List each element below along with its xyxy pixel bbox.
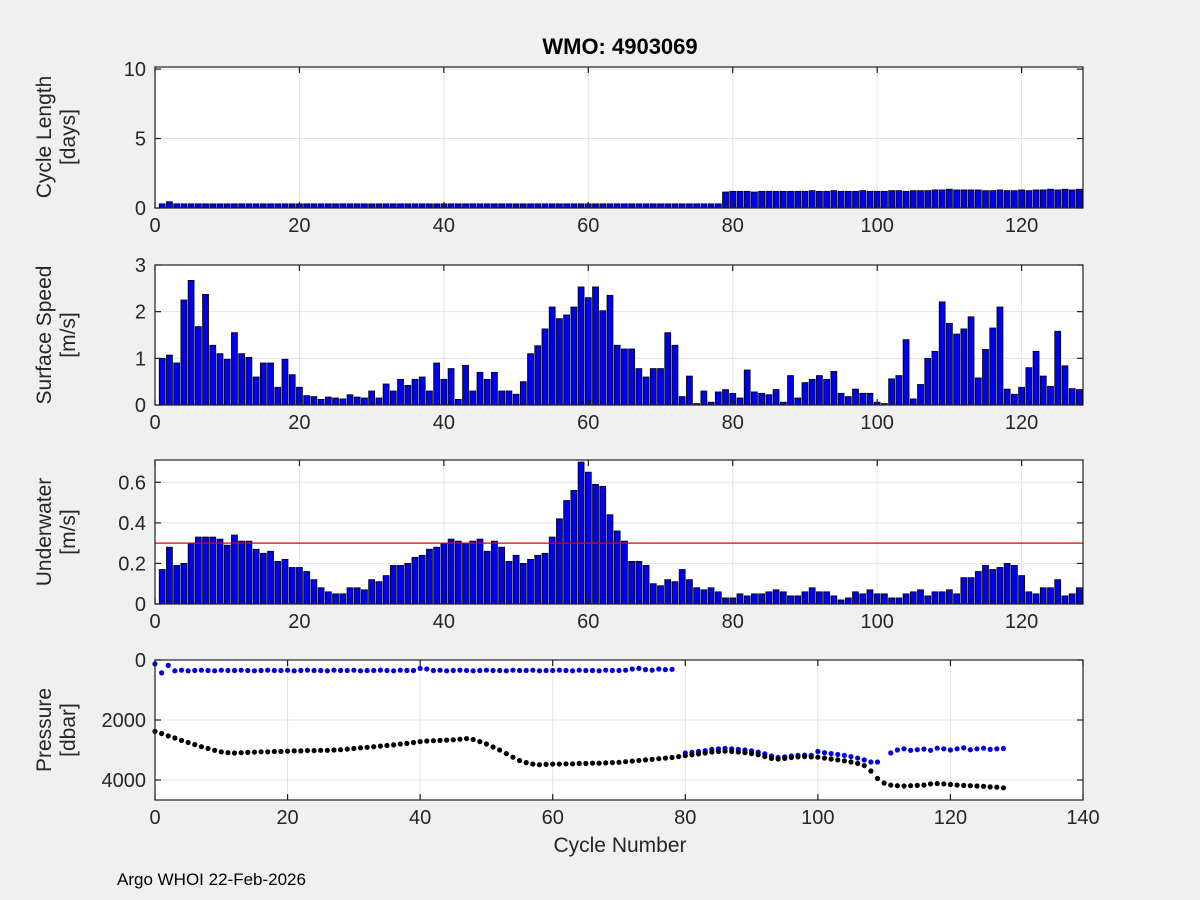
cycle-length-bars bbox=[158, 188, 1083, 209]
surface-speed-xtick-label: 40 bbox=[433, 412, 455, 434]
surface-speed-ytick-label: 1 bbox=[135, 348, 146, 370]
underwater-xtick-label: 80 bbox=[722, 611, 744, 633]
ylabel-pressure-line1: Pressure bbox=[33, 687, 56, 773]
pressure-ytick-label: 2000 bbox=[102, 710, 147, 732]
surface-speed-bars bbox=[158, 279, 1083, 406]
pressure-ticks: 0 20 40 60 80 100 120 140 0 2000 4000 bbox=[102, 650, 1100, 829]
ylabel-pressure: Pressure [dbar] bbox=[33, 688, 81, 772]
underwater-xtick-label: 60 bbox=[577, 611, 599, 633]
ylabel-cycle-length: Cycle Length [days] bbox=[33, 76, 81, 199]
underwater-ytick-label: 0.4 bbox=[118, 513, 146, 535]
pressure-ytick-label: 4000 bbox=[102, 770, 147, 792]
surface-speed-ytick-label: 2 bbox=[135, 302, 146, 324]
ylabel-surface-speed-line2: [m/s] bbox=[57, 312, 80, 358]
pressure-subplot: 0 20 40 60 80 100 120 140 0 2000 4000 bbox=[102, 650, 1100, 829]
underwater-xtick-label: 120 bbox=[1005, 611, 1038, 633]
surface-speed-xtick-label: 80 bbox=[722, 412, 744, 434]
page-title: WMO: 4903069 bbox=[542, 34, 698, 59]
underwater-xtick-label: 20 bbox=[288, 611, 310, 633]
surface-speed-xtick-label: 60 bbox=[577, 412, 599, 434]
cycle-length-xtick-label: 60 bbox=[577, 215, 599, 237]
profile-pressure-dots bbox=[152, 728, 1007, 791]
cycle-length-ticks: 0 20 40 60 80 100 120 0 5 10 bbox=[124, 59, 1083, 237]
cycle-length-xtick-label: 100 bbox=[860, 215, 893, 237]
pressure-xtick-label: 40 bbox=[409, 807, 431, 829]
footer-text: Argo WHOI 22-Feb-2026 bbox=[117, 870, 306, 889]
surface-speed-xtick-label: 120 bbox=[1005, 412, 1038, 434]
surface-speed-xtick-label: 20 bbox=[288, 412, 310, 434]
cycle-length-xtick-label: 120 bbox=[1005, 215, 1038, 237]
pressure-xtick-label: 0 bbox=[149, 807, 160, 829]
underwater-subplot: 0 20 40 60 80 100 120 0 0.2 0.4 0.6 bbox=[118, 459, 1084, 633]
cycle-length-ytick-label: 0 bbox=[135, 198, 146, 220]
pressure-xtick-label: 100 bbox=[801, 807, 834, 829]
ylabel-underwater: Underwater [m/s] bbox=[33, 478, 81, 587]
ylabel-underwater-line1: Underwater bbox=[33, 477, 56, 587]
ylabel-surface-speed-line1: Surface Speed bbox=[33, 265, 56, 405]
underwater-grid bbox=[155, 460, 1083, 604]
ylabel-pressure-line2: [dbar] bbox=[57, 703, 80, 757]
cycle-length-grid bbox=[155, 67, 1083, 208]
cycle-length-xtick-label: 0 bbox=[149, 215, 160, 237]
underwater-xtick-label: 100 bbox=[860, 611, 893, 633]
underwater-ytick-label: 0 bbox=[135, 594, 146, 616]
surface-speed-subplot: 0 20 40 60 80 100 120 0 1 2 3 bbox=[135, 255, 1084, 434]
surface-speed-xtick-label: 100 bbox=[860, 412, 893, 434]
cycle-length-xtick-label: 20 bbox=[288, 215, 310, 237]
pressure-ytick-label: 0 bbox=[135, 650, 146, 672]
pressure-xtick-label: 120 bbox=[934, 807, 967, 829]
ylabel-surface-speed: Surface Speed [m/s] bbox=[33, 266, 81, 405]
cycle-length-subplot: 0 20 40 60 80 100 120 0 5 10 bbox=[124, 59, 1084, 237]
cycle-length-xtick-label: 40 bbox=[433, 215, 455, 237]
underwater-ytick-label: 0.6 bbox=[118, 472, 146, 494]
ylabel-cycle-length-line2: [days] bbox=[57, 108, 80, 166]
xaxis-label: Cycle Number bbox=[553, 834, 687, 857]
pressure-xtick-label: 60 bbox=[542, 807, 564, 829]
surface-speed-xtick-label: 0 bbox=[149, 412, 160, 434]
pressure-xtick-label: 20 bbox=[276, 807, 298, 829]
pressure-xtick-label: 140 bbox=[1066, 807, 1099, 829]
cycle-length-xtick-label: 80 bbox=[722, 215, 744, 237]
surface-speed-ytick-label: 3 bbox=[135, 255, 146, 277]
cycle-length-ytick-label: 5 bbox=[135, 129, 146, 151]
pressure-grid bbox=[155, 660, 1084, 800]
underwater-xtick-label: 0 bbox=[149, 611, 160, 633]
ylabel-underwater-line2: [m/s] bbox=[57, 509, 80, 555]
surface-speed-ytick-label: 0 bbox=[135, 395, 146, 417]
underwater-xtick-label: 40 bbox=[433, 611, 455, 633]
underwater-bars bbox=[158, 461, 1083, 605]
surface-speed-ticks: 0 20 40 60 80 100 120 0 1 2 3 bbox=[135, 255, 1083, 434]
pressure-xtick-label: 80 bbox=[674, 807, 696, 829]
cycle-length-ytick-label: 10 bbox=[124, 59, 146, 81]
underwater-ticks: 0 20 40 60 80 100 120 0 0.2 0.4 0.6 bbox=[118, 460, 1083, 633]
underwater-ytick-label: 0.2 bbox=[118, 553, 146, 575]
ylabel-cycle-length-line1: Cycle Length bbox=[33, 75, 56, 199]
